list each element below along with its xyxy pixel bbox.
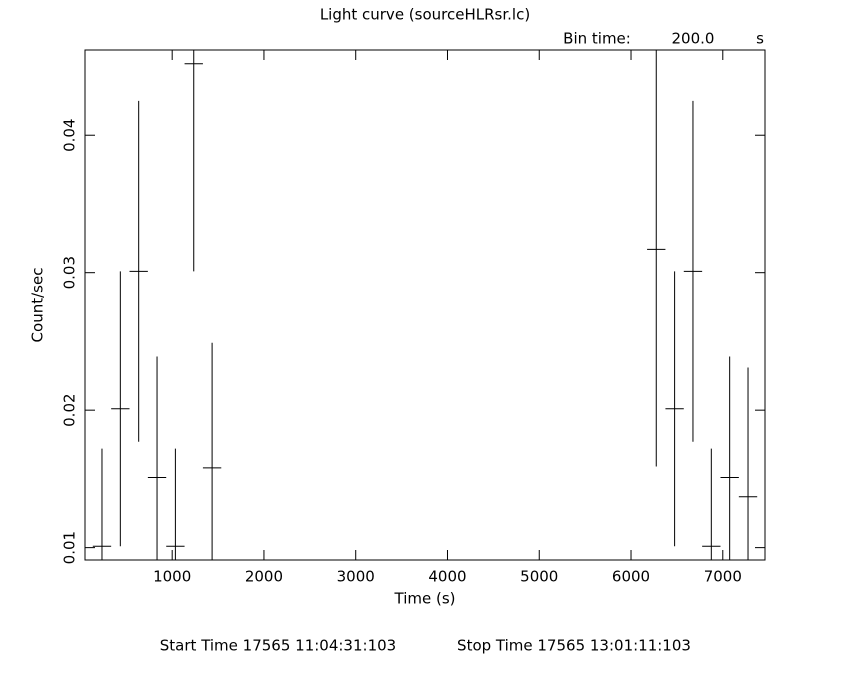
- stop-time: Stop Time 17565 13:01:11:103: [457, 637, 691, 655]
- x-tick-label: 2000: [245, 568, 283, 586]
- y-tick-label: 0.03: [61, 256, 79, 289]
- bin-time-label: Bin time:: [563, 30, 631, 48]
- x-tick-label: 7000: [704, 568, 742, 586]
- plot-area: [92, 50, 758, 560]
- plot-frame: [84, 49, 766, 561]
- y-tick-label: 0.04: [61, 119, 79, 152]
- x-tick-label: 4000: [428, 568, 466, 586]
- x-tick-label: 3000: [337, 568, 375, 586]
- x-tick-label: 1000: [153, 568, 191, 586]
- chart-title: Light curve (sourceHLRsr.lc): [320, 6, 530, 24]
- bin-time-unit: s: [756, 30, 764, 48]
- y-axis-label: Count/sec: [29, 268, 47, 343]
- x-tick-label: 5000: [520, 568, 558, 586]
- y-tick-label: 0.01: [61, 531, 79, 564]
- bin-time: 200.0: [672, 30, 715, 48]
- x-tick-label: 6000: [612, 568, 650, 586]
- y-tick-label: 0.02: [61, 393, 79, 426]
- x-axis-label: Time (s): [394, 590, 456, 608]
- start-time: Start Time 17565 11:04:31:103: [160, 637, 396, 655]
